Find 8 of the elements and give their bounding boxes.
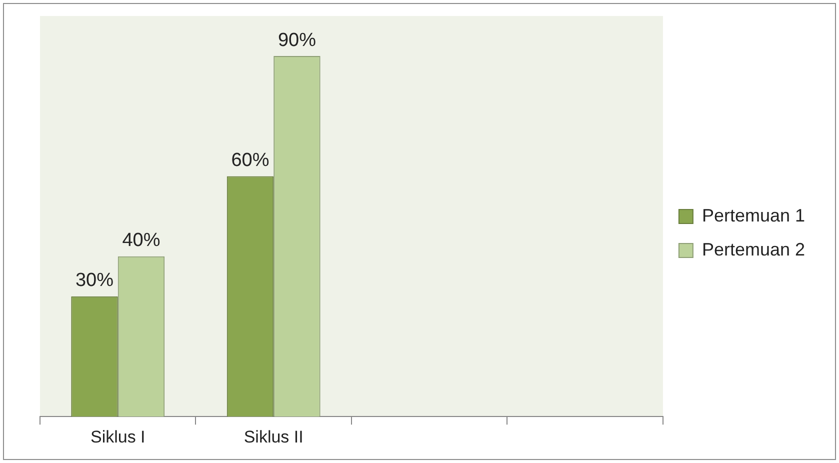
x-tick-label: Siklus II — [244, 427, 304, 446]
data-label: 30% — [75, 270, 114, 292]
data-label: 60% — [231, 150, 270, 171]
data-label: 90% — [278, 30, 316, 51]
legend-label: Pertemuan 1 — [702, 205, 805, 226]
legend-label: Pertemuan 2 — [702, 239, 805, 260]
x-tick-label: Siklus I — [90, 427, 146, 446]
data-label: 40% — [122, 230, 160, 252]
